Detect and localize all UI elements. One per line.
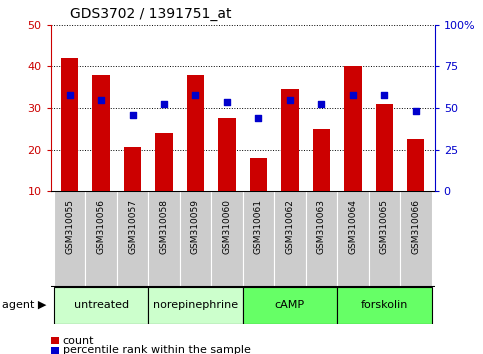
Bar	[180, 191, 211, 287]
Point	[192, 93, 199, 98]
Point	[255, 115, 262, 121]
Bar	[148, 287, 243, 324]
Text: GSM310063: GSM310063	[317, 199, 326, 254]
Text: GSM310062: GSM310062	[285, 199, 295, 254]
Bar	[400, 191, 431, 287]
Point	[160, 101, 168, 107]
Bar	[218, 118, 236, 191]
Text: GDS3702 / 1391751_at: GDS3702 / 1391751_at	[70, 7, 231, 21]
Bar	[369, 191, 400, 287]
Bar	[92, 75, 110, 191]
Bar	[306, 191, 337, 287]
Text: norepinephrine: norepinephrine	[153, 300, 238, 310]
Bar	[187, 75, 204, 191]
Text: untreated: untreated	[73, 300, 128, 310]
Text: agent ▶: agent ▶	[2, 300, 47, 310]
Point	[66, 93, 73, 98]
Text: cAMP: cAMP	[275, 300, 305, 310]
Bar	[54, 191, 85, 287]
Bar	[156, 133, 173, 191]
Bar	[337, 287, 431, 324]
Text: GSM310065: GSM310065	[380, 199, 389, 254]
Point	[128, 112, 136, 118]
Point	[97, 97, 105, 102]
Text: GSM310061: GSM310061	[254, 199, 263, 254]
Point	[349, 93, 357, 98]
Bar	[407, 139, 425, 191]
Bar	[211, 191, 243, 287]
Text: GSM310064: GSM310064	[348, 199, 357, 254]
Bar	[281, 89, 298, 191]
Point	[412, 108, 420, 114]
Text: GSM310057: GSM310057	[128, 199, 137, 254]
Point	[223, 99, 231, 105]
Bar	[337, 191, 369, 287]
Bar	[376, 104, 393, 191]
Bar	[54, 287, 148, 324]
Bar	[274, 191, 306, 287]
Point	[286, 97, 294, 102]
Bar	[61, 58, 78, 191]
Text: GSM310055: GSM310055	[65, 199, 74, 254]
Point	[381, 93, 388, 98]
Text: GSM310056: GSM310056	[97, 199, 106, 254]
Bar	[243, 191, 274, 287]
Text: count: count	[63, 336, 94, 346]
Bar	[250, 158, 267, 191]
Bar	[344, 66, 361, 191]
Bar	[85, 191, 117, 287]
Bar	[117, 191, 148, 287]
Text: GSM310059: GSM310059	[191, 199, 200, 254]
Bar	[243, 287, 337, 324]
Text: GSM310060: GSM310060	[223, 199, 231, 254]
Text: forskolin: forskolin	[361, 300, 408, 310]
Text: percentile rank within the sample: percentile rank within the sample	[63, 346, 251, 354]
Bar	[313, 129, 330, 191]
Bar	[148, 191, 180, 287]
Text: GSM310058: GSM310058	[159, 199, 169, 254]
Point	[317, 101, 325, 107]
Bar	[124, 148, 141, 191]
Text: GSM310066: GSM310066	[412, 199, 420, 254]
